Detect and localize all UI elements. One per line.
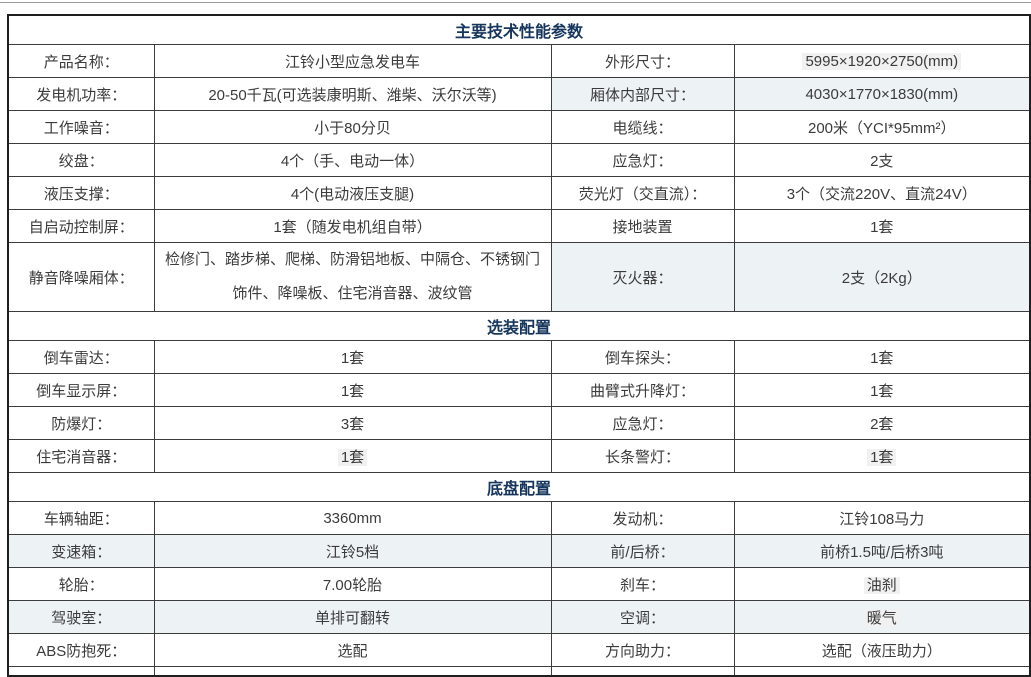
spec-label: 发动机： — [550, 501, 735, 535]
spec-label: 变速箱： — [7, 534, 155, 568]
spec-value: 1套 — [733, 439, 1031, 473]
table-row: 工作噪音： 小于80分贝 电缆线： 200米（YCI*95mm²） — [7, 110, 1031, 144]
spec-value: 4个（手、电动一体） — [153, 143, 552, 177]
spec-value-highlight: 5995×1920×2750(mm) — [802, 52, 962, 70]
spec-value: 油刹 — [733, 567, 1031, 601]
spec-value: 3套 — [153, 406, 552, 440]
table-row: 变速箱： 江铃5档 前/后桥： 前桥1.5吨/后桥3吨 — [7, 534, 1031, 568]
spec-value: 2支（2Kg） — [733, 242, 1031, 312]
table-row: 轮胎： 7.00轮胎 刹车： 油刹 — [7, 567, 1031, 601]
spec-label: 发电机功率： — [7, 77, 155, 111]
spec-value: 暖气 — [733, 600, 1031, 634]
spec-value: 选配 — [153, 633, 552, 667]
table-row: 住宅消音器： 1套 长条警灯： 1套 — [7, 439, 1031, 473]
section-header-row: 选装配置 — [7, 311, 1031, 341]
table-row: 驾驶室： 单排可翻转 空调： 暖气 — [7, 600, 1031, 634]
section-header-row: 底盘配置 — [7, 472, 1031, 502]
spec-value: 单排可翻转 — [153, 600, 552, 634]
spec-value: 2支 — [733, 143, 1031, 177]
spec-label: 自启动控制屏： — [7, 209, 155, 243]
spec-value: 1套 — [733, 340, 1031, 374]
spec-label: 曲臂式升降灯： — [550, 373, 735, 407]
spec-value: 1套 — [153, 439, 552, 473]
spec-value: 检修门、踏步梯、爬梯、防滑铝地板、中隔仓、不锈钢门饰件、降噪板、住宅消音器、波纹… — [153, 242, 552, 312]
spec-label — [550, 666, 735, 677]
spec-label: 倒车探头： — [550, 340, 735, 374]
spec-value: 江铃108马力 — [733, 501, 1031, 535]
spec-value: 200米（YCI*95mm²） — [733, 110, 1031, 144]
table-row: 产品名称： 江铃小型应急发电车 外形尺寸： 5995×1920×2750(mm) — [7, 44, 1031, 78]
spec-label: 住宅消音器： — [7, 439, 155, 473]
spec-label: 前/后桥： — [550, 534, 735, 568]
spec-value: 前桥1.5吨/后桥3吨 — [733, 534, 1031, 568]
spec-value: 小于80分贝 — [153, 110, 552, 144]
spec-value-highlight: 暖气 — [863, 609, 900, 627]
spec-value: 3个（交流220V、直流24V） — [733, 176, 1031, 210]
spec-label: 轮胎： — [7, 567, 155, 601]
spec-label: 驾驶室： — [7, 600, 155, 634]
spec-label: 倒车雷达： — [7, 340, 155, 374]
table-row: 倒车雷达： 1套 倒车探头： 1套 — [7, 340, 1031, 374]
spec-value: 1套 — [733, 209, 1031, 243]
table-row: 倒车显示屏： 1套 曲臂式升降灯： 1套 — [7, 373, 1031, 407]
spec-label — [7, 666, 155, 677]
table-row: 静音降噪厢体： 检修门、踏步梯、爬梯、防滑铝地板、中隔仓、不锈钢门饰件、降噪板、… — [7, 242, 1031, 312]
table-row: 液压支撑： 4个(电动液压支腿) 荧光灯（交直流）： 3个（交流220V、直流2… — [7, 176, 1031, 210]
spec-label: 车辆轴距： — [7, 501, 155, 535]
spec-label: 长条警灯： — [550, 439, 735, 473]
spec-label: 液压支撑： — [7, 176, 155, 210]
spec-value: 选配（液压助力） — [733, 633, 1031, 667]
spec-value: 4030×1770×1830(mm) — [733, 77, 1031, 111]
spec-label: 接地装置 — [550, 209, 735, 243]
spec-label: 防爆灯： — [7, 406, 155, 440]
table-row: 防爆灯： 3套 应急灯： 2套 — [7, 406, 1031, 440]
spec-value — [733, 666, 1031, 677]
spec-label: 倒车显示屏： — [7, 373, 155, 407]
spec-label: 应急灯： — [550, 406, 735, 440]
table-title: 主要技术性能参数 — [7, 14, 1031, 45]
spec-value: 江铃5档 — [153, 534, 552, 568]
spec-label: 方向助力： — [550, 633, 735, 667]
top-divider — [0, 2, 1031, 3]
spec-value: 2套 — [733, 406, 1031, 440]
table-row: 自启动控制屏： 1套（随发电机组自带） 接地装置 1套 — [7, 209, 1031, 243]
spec-value: 1套 — [733, 373, 1031, 407]
table-row-partial — [7, 666, 1031, 677]
table-row: 发电机功率： 20-50千瓦(可选装康明斯、潍柴、沃尔沃等) 厢体内部尺寸： 4… — [7, 77, 1031, 111]
spec-label: 工作噪音： — [7, 110, 155, 144]
spec-value-highlight: 1套 — [337, 448, 368, 466]
spec-value: 1套 — [153, 340, 552, 374]
spec-value-highlight: 1套 — [867, 448, 897, 466]
spec-label: 荧光灯（交直流）： — [550, 176, 735, 210]
spec-value: 20-50千瓦(可选装康明斯、潍柴、沃尔沃等) — [153, 77, 552, 111]
spec-value: 1套（随发电机组自带） — [153, 209, 552, 243]
spec-value: 3360mm — [153, 501, 552, 535]
spec-value-highlight: 油刹 — [863, 576, 900, 594]
spec-label: 产品名称： — [7, 44, 155, 78]
spec-label: 空调： — [550, 600, 735, 634]
table-row: 绞盘： 4个（手、电动一体） 应急灯： 2支 — [7, 143, 1031, 177]
section-header: 底盘配置 — [7, 472, 1031, 502]
table-row: ABS防抱死： 选配 方向助力： 选配（液压助力） — [7, 633, 1031, 667]
spec-label: 应急灯： — [550, 143, 735, 177]
spec-label: 刹车： — [550, 567, 735, 601]
section-header: 选装配置 — [7, 311, 1031, 341]
spec-value — [153, 666, 552, 677]
spec-label: 电缆线： — [550, 110, 735, 144]
spec-label: 静音降噪厢体： — [7, 242, 155, 312]
spec-label: 绞盘： — [7, 143, 155, 177]
spec-value: 5995×1920×2750(mm) — [733, 44, 1031, 78]
spec-value: 江铃小型应急发电车 — [153, 44, 552, 78]
table-row: 车辆轴距： 3360mm 发动机： 江铃108马力 — [7, 501, 1031, 535]
spec-value: 1套 — [153, 373, 552, 407]
spec-value: 7.00轮胎 — [153, 567, 552, 601]
spec-label: 灭火器： — [550, 242, 735, 312]
spec-label: 外形尺寸： — [550, 44, 735, 78]
spec-label: 厢体内部尺寸： — [550, 77, 735, 111]
table-title-row: 主要技术性能参数 — [7, 14, 1031, 45]
spec-label: ABS防抱死： — [7, 633, 155, 667]
spec-value: 4个(电动液压支腿) — [153, 176, 552, 210]
specs-table: 主要技术性能参数 产品名称： 江铃小型应急发电车 外形尺寸： 5995×1920… — [7, 14, 1031, 677]
